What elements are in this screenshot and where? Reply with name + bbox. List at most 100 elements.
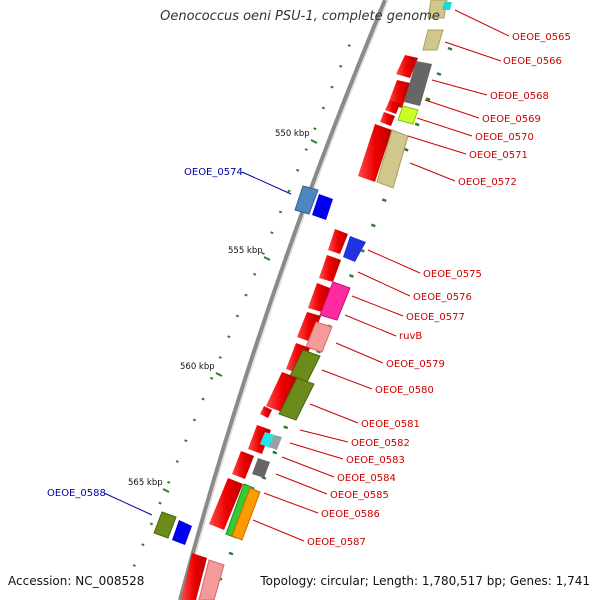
gene-arrow[interactable] <box>319 281 351 321</box>
label-leaders-left <box>103 171 292 516</box>
ring-tick <box>175 460 179 463</box>
gene-arrow[interactable] <box>198 559 225 600</box>
gene-arrow[interactable] <box>297 312 321 342</box>
gene-label[interactable]: OEOE_0572 <box>458 177 517 188</box>
map-title: Oenococcus oeni PSU-1, complete genome <box>160 9 440 24</box>
gene-label[interactable]: OEOE_0570 <box>475 132 534 143</box>
gene-arrow[interactable] <box>427 0 448 19</box>
gene-arrow[interactable] <box>278 377 315 421</box>
gene-label[interactable]: OEOE_0568 <box>490 91 549 102</box>
gene-label[interactable]: OEOE_0588 <box>47 488 106 499</box>
ring-tick <box>304 148 308 151</box>
ring-tick <box>321 106 326 110</box>
gene-label[interactable]: OEOE_0574 <box>184 167 243 178</box>
ring-tick <box>381 198 387 203</box>
kbp-label: 565 kbp <box>128 478 163 488</box>
gene-arrow[interactable] <box>172 520 192 545</box>
topology-label: Topology: circular; Length: 1,780,517 bp… <box>260 574 590 588</box>
gene-arrow[interactable] <box>442 2 452 10</box>
ring-tick <box>149 522 154 526</box>
gene-label[interactable]: OEOE_0586 <box>321 509 380 520</box>
gene-label[interactable]: OEOE_0580 <box>375 385 434 396</box>
gene-label[interactable]: OEOE_0577 <box>406 312 465 323</box>
gene-arrow[interactable] <box>252 458 270 478</box>
ring-tick <box>270 231 274 235</box>
ring-tick <box>287 189 291 193</box>
gene-arrow[interactable] <box>269 435 282 450</box>
ring-tick <box>447 46 453 51</box>
gene-arrow[interactable] <box>232 451 254 479</box>
gene-arrow[interactable] <box>294 185 319 215</box>
ring-tick <box>184 439 188 443</box>
gene-arrow[interactable] <box>181 553 207 600</box>
gene-arrow[interactable] <box>404 61 432 106</box>
ring-tick <box>425 97 431 102</box>
ring-tick <box>316 349 322 354</box>
gene-label[interactable]: OEOE_0576 <box>413 292 472 303</box>
gene-arrow[interactable] <box>312 194 333 220</box>
gene-label[interactable]: OEOE_0575 <box>423 269 482 280</box>
ring-tick <box>244 293 248 297</box>
ring-tick <box>253 272 257 276</box>
gene-labels-left: OEOE_0574 OEOE_0588 <box>47 167 243 499</box>
ring-tick <box>347 44 351 47</box>
gene-label[interactable]: OEOE_0581 <box>361 419 420 430</box>
ring-tick <box>141 543 145 547</box>
gene-arrow[interactable] <box>305 321 333 353</box>
gene-arrow[interactable] <box>358 124 392 182</box>
gene-arrow[interactable] <box>376 129 409 189</box>
ring-tick <box>414 122 420 127</box>
gene-arrow[interactable] <box>380 112 395 126</box>
gene-arrow[interactable] <box>308 283 330 312</box>
ring-tick <box>436 72 442 76</box>
gene-arrow[interactable] <box>328 229 348 254</box>
ring-tick <box>272 450 278 455</box>
ring-tick <box>313 127 317 131</box>
ring-tick <box>192 418 197 422</box>
gene-arrow[interactable] <box>209 478 243 530</box>
ring-tick <box>261 252 265 255</box>
gene-arrow[interactable] <box>266 372 298 412</box>
ring-tick <box>235 314 240 318</box>
gene-arrow[interactable] <box>396 55 418 78</box>
ring-tick <box>403 147 409 152</box>
gene-labels-right: OEOE_0565 OEOE_0566 OEOE_0568 OEOE_0569 … <box>307 32 571 548</box>
gene-arrow[interactable] <box>319 255 341 282</box>
ring-tick <box>370 223 376 228</box>
ring-tick <box>227 335 231 339</box>
gene-arrow[interactable] <box>385 100 400 114</box>
gene-arrow[interactable] <box>231 487 261 541</box>
outer-tick-ring <box>132 44 453 581</box>
gene-label[interactable]: OEOE_0566 <box>503 56 562 67</box>
ring-tick <box>283 425 289 430</box>
gene-arrow[interactable] <box>388 80 410 108</box>
gene-features <box>153 0 452 600</box>
gene-label[interactable]: OEOE_0584 <box>337 473 396 484</box>
gene-arrow[interactable] <box>343 236 366 262</box>
kbp-label: 560 kbp <box>180 362 215 372</box>
ring-tick <box>348 273 354 278</box>
gene-label[interactable]: OEOE_0587 <box>307 537 366 548</box>
gene-label[interactable]: OEOE_0579 <box>386 359 445 370</box>
kbp-label: 555 kbp <box>228 246 263 256</box>
gene-label[interactable]: OEOE_0585 <box>330 490 389 501</box>
accession-label: Accession: NC_008528 <box>8 574 145 588</box>
gene-label[interactable]: OEOE_0571 <box>469 150 528 161</box>
ring-tick <box>158 501 162 505</box>
kbp-ticks <box>162 139 318 493</box>
gene-arrow[interactable] <box>397 105 419 125</box>
kbp-label: 550 kbp <box>275 129 310 139</box>
gene-arrow[interactable] <box>260 406 272 418</box>
gene-label[interactable]: ruvB <box>399 331 422 342</box>
gene-label[interactable]: OEOE_0569 <box>482 114 541 125</box>
gene-arrow[interactable] <box>422 29 444 51</box>
gene-arrow[interactable] <box>153 511 177 539</box>
ring-tick <box>330 85 334 89</box>
gene-label[interactable]: OEOE_0583 <box>346 455 405 466</box>
ring-tick <box>210 376 214 380</box>
ring-tick <box>218 356 222 359</box>
gene-label[interactable]: OEOE_0582 <box>351 438 410 449</box>
gene-label[interactable]: OEOE_0565 <box>512 32 571 43</box>
ring-tick <box>201 397 205 401</box>
